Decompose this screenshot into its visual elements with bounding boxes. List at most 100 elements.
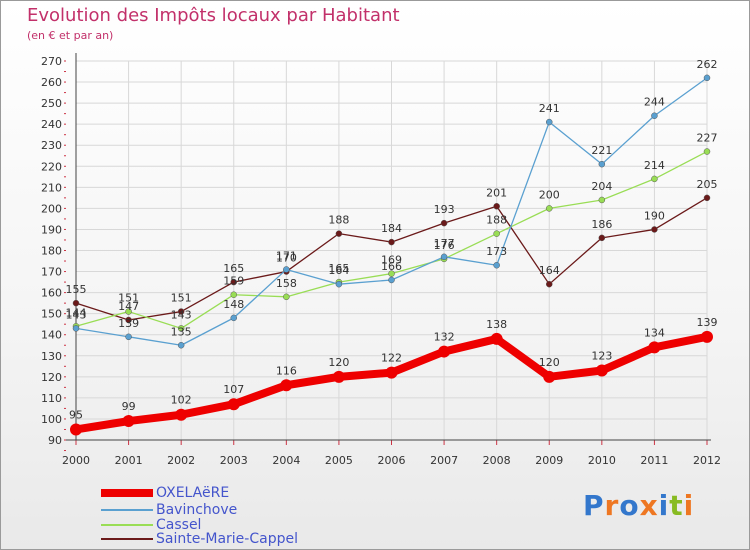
y-tick-label: 130 xyxy=(41,350,62,363)
data-label-oxelaere: 99 xyxy=(122,400,136,413)
data-point-oxelaere xyxy=(595,364,608,377)
data-point-sainte-marie-cappel xyxy=(72,299,80,307)
x-tick-label: 2005 xyxy=(325,454,353,467)
data-point-bavinchove xyxy=(72,325,80,332)
legend-item-oxelaere: OXELAëRE xyxy=(101,485,361,501)
data-point-oxelaere xyxy=(175,408,188,421)
x-tick-label: 2001 xyxy=(115,454,143,467)
data-point-sainte-marie-cappel xyxy=(177,308,185,315)
data-label-bavinchove: 148 xyxy=(223,298,244,311)
data-point-oxelaere xyxy=(490,332,503,345)
logo-letter: x xyxy=(639,489,659,522)
y-tick-label: 210 xyxy=(41,181,62,194)
data-point-cassel xyxy=(125,308,132,315)
legend-label-cassel: Cassel xyxy=(156,517,202,533)
legend-swatch-bavinchove xyxy=(101,509,153,511)
data-label-bavinchove: 164 xyxy=(328,264,349,277)
legend-swatch-cassel xyxy=(101,524,153,526)
data-point-cassel xyxy=(493,230,500,237)
data-label-bavinchove: 221 xyxy=(591,144,612,157)
legend-label-oxelaere: OXELAëRE xyxy=(156,485,230,501)
data-point-oxelaere xyxy=(122,415,135,428)
logo-letter: i xyxy=(658,489,670,522)
data-label-bavinchove: 173 xyxy=(486,245,507,258)
data-label-cassel: 169 xyxy=(381,254,402,267)
data-label-sainte-marie-cappel: 155 xyxy=(66,283,87,296)
data-label-bavinchove: 143 xyxy=(66,308,87,321)
data-label-bavinchove: 177 xyxy=(434,237,455,250)
data-label-oxelaere: 120 xyxy=(328,356,349,369)
data-label-sainte-marie-cappel: 164 xyxy=(539,264,560,277)
chart-title: Evolution des Impôts locaux par Habitant xyxy=(27,5,400,26)
x-tick-label: 2002 xyxy=(167,454,195,467)
legend-label-sainte-marie-cappel: Sainte-Marie-Cappel xyxy=(156,531,298,547)
data-point-sainte-marie-cappel xyxy=(125,316,132,324)
data-point-bavinchove xyxy=(388,276,395,284)
data-point-cassel xyxy=(388,270,395,277)
data-point-oxelaere xyxy=(280,379,293,392)
data-point-cassel xyxy=(651,175,658,183)
y-tick-label: 140 xyxy=(41,329,62,342)
data-point-cassel xyxy=(598,196,606,204)
data-label-sainte-marie-cappel: 165 xyxy=(223,262,244,275)
data-point-oxelaere xyxy=(648,341,661,354)
data-label-oxelaere: 132 xyxy=(434,331,455,344)
data-point-oxelaere xyxy=(227,398,240,411)
data-point-oxelaere xyxy=(543,370,556,383)
y-tick-label: 240 xyxy=(41,118,62,131)
data-point-oxelaere xyxy=(332,370,345,383)
data-point-sainte-marie-cappel xyxy=(546,280,553,288)
data-point-bavinchove xyxy=(598,160,606,168)
data-label-oxelaere: 120 xyxy=(539,356,560,369)
grid-layer xyxy=(75,60,708,441)
x-tick-label: 2000 xyxy=(62,454,90,467)
data-point-cassel xyxy=(703,148,711,155)
y-tick-label: 230 xyxy=(41,139,62,152)
y-tick-label: 270 xyxy=(41,55,62,68)
y-tick-label: 190 xyxy=(41,223,62,236)
data-label-oxelaere: 122 xyxy=(381,352,402,365)
data-point-bavinchove xyxy=(651,112,658,119)
data-point-cassel xyxy=(177,325,185,332)
y-tick-label: 100 xyxy=(41,413,62,426)
logo-letter: o xyxy=(619,489,640,522)
data-label-oxelaere: 102 xyxy=(171,394,192,407)
data-label-sainte-marie-cappel: 151 xyxy=(171,292,192,305)
series-layer xyxy=(70,74,713,436)
data-label-oxelaere: 116 xyxy=(276,364,297,377)
chart-subtitle: (en € et par an) xyxy=(27,29,114,42)
data-label-layer: 1551471511651701881841932011641861902051… xyxy=(66,58,718,422)
logo-letter: i xyxy=(683,489,695,522)
data-label-cassel: 158 xyxy=(276,277,297,290)
data-point-bavinchove xyxy=(703,74,711,82)
data-point-bavinchove xyxy=(177,342,185,349)
data-label-sainte-marie-cappel: 147 xyxy=(118,300,139,313)
data-point-sainte-marie-cappel xyxy=(598,234,606,242)
data-label-oxelaere: 107 xyxy=(223,383,244,396)
data-label-bavinchove: 135 xyxy=(171,325,192,338)
x-tick-label: 2011 xyxy=(640,454,668,467)
data-label-sainte-marie-cappel: 186 xyxy=(591,218,612,231)
data-label-cassel: 204 xyxy=(591,180,612,193)
x-tick-label: 2008 xyxy=(483,454,511,467)
logo-letter: P xyxy=(583,489,605,522)
x-tick-label: 2007 xyxy=(430,454,458,467)
data-label-sainte-marie-cappel: 193 xyxy=(434,203,455,216)
data-label-bavinchove: 139 xyxy=(118,317,139,330)
x-tick-label: 2003 xyxy=(220,454,248,467)
data-point-bavinchove xyxy=(230,314,237,322)
legend-label-bavinchove: Bavinchove xyxy=(156,502,238,518)
data-point-oxelaere xyxy=(385,366,398,379)
data-label-sainte-marie-cappel: 201 xyxy=(486,186,507,199)
data-label-cassel: 176 xyxy=(434,239,455,252)
y-tick-label: 90 xyxy=(48,434,62,447)
data-label-bavinchove: 241 xyxy=(539,102,560,115)
data-label-oxelaere: 123 xyxy=(591,350,612,363)
legend-item-bavinchove: Bavinchove xyxy=(101,502,361,518)
legend-item-sainte-marie-cappel: Sainte-Marie-Cappel xyxy=(101,531,361,547)
x-tick-label: 2012 xyxy=(693,454,721,467)
data-label-bavinchove: 262 xyxy=(697,58,718,71)
data-point-sainte-marie-cappel xyxy=(388,238,395,246)
data-label-sainte-marie-cappel: 170 xyxy=(276,252,297,265)
